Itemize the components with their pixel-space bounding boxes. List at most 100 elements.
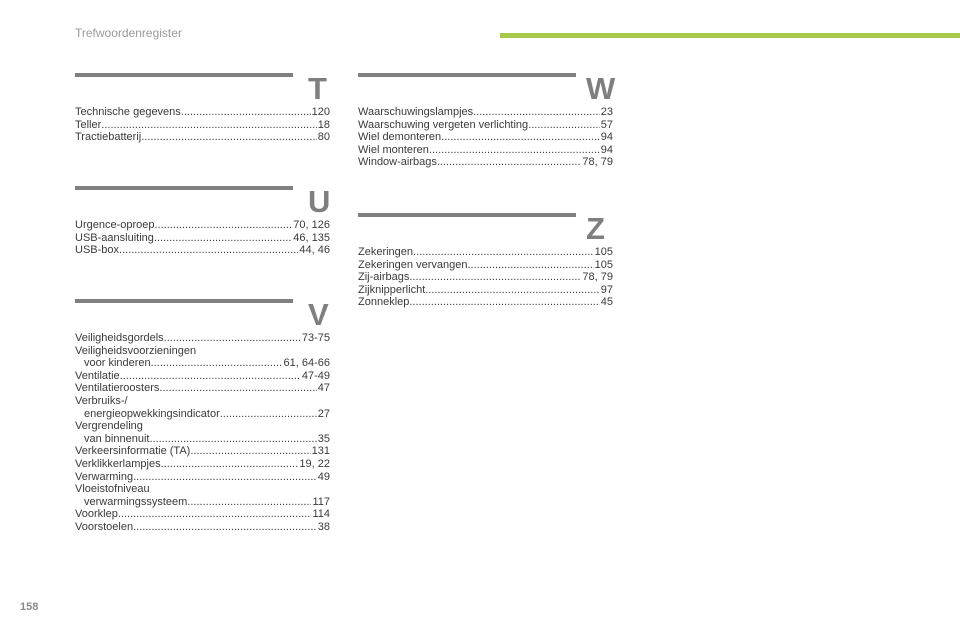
index-entry-term: Veiligheidsvoorzieningen: [75, 345, 330, 358]
entry-term: Waarschuwing vergeten verlichting: [358, 118, 529, 131]
entry-term: Veiligheidsvoorzieningen: [75, 344, 197, 357]
index-entry: Veiligheidsgordels 73-75: [75, 332, 330, 345]
entry-term: Verbruiks-/: [75, 394, 128, 407]
section-divider: [75, 186, 293, 190]
section-letter: T: [308, 71, 327, 106]
index-entry: energieopwekkingsindicator 27: [75, 408, 330, 421]
section-letter: V: [308, 297, 329, 332]
entry-pages: 27: [317, 407, 330, 420]
entry-pages: 120: [311, 106, 330, 118]
entry-term: Tractiebatterij: [75, 131, 142, 144]
index-entry: Zijknipperlicht 97: [358, 284, 613, 297]
index-list: Technische gegevens 120Teller18Tractiebat…: [75, 106, 330, 144]
index-entry: USB-box 44, 46: [75, 244, 330, 257]
index-entry: Teller 18: [75, 119, 330, 132]
leader-dots: [133, 471, 317, 484]
entry-pages: 131: [311, 445, 330, 458]
index-list: Veiligheidsgordels 73-75 Veiligheidsvoorzi…: [75, 332, 330, 534]
index-entry-term: Verbruiks-/: [75, 395, 330, 408]
leader-dots: [151, 357, 283, 370]
leader-dots: [101, 119, 316, 132]
leader-dots: [120, 370, 301, 383]
entry-pages: 49: [317, 470, 330, 483]
section-divider: [358, 213, 576, 217]
leader-dots: [159, 382, 316, 395]
leader-dots: [467, 259, 593, 272]
entry-pages: 117: [312, 495, 330, 508]
index-entry-term: Vloeistofniveau: [75, 483, 330, 496]
header-accent-bar: [500, 33, 960, 38]
entry-pages: 57: [600, 118, 613, 131]
entry-pages: 45: [600, 296, 613, 309]
entry-term: Vergrendeling: [75, 420, 143, 433]
entry-term: Zonneklep: [358, 296, 410, 309]
leader-dots: [425, 284, 600, 297]
entry-pages: 47-49: [301, 369, 330, 382]
index-entry: Voorklep 114: [75, 508, 330, 521]
entry-term: Verkeersinformatie (TA): [75, 445, 191, 458]
entry-pages: 38: [317, 520, 330, 533]
index-entry: Wiel demonteren 94: [358, 131, 613, 144]
entry-term: Urgence-oproep: [75, 219, 155, 231]
section-letter: U: [308, 184, 331, 219]
index-entry: Zonneklep 45: [358, 296, 613, 309]
leader-dots: [220, 408, 317, 421]
entry-pages: 19, 22: [299, 457, 330, 470]
entry-term: Verwarming: [75, 470, 134, 483]
index-entry: verwarmingssysteem. 117: [75, 496, 330, 509]
entry-term: Zekeringen: [358, 246, 414, 258]
index-entry: Voorstoelen 38: [75, 521, 330, 534]
leader-dots: [161, 458, 299, 471]
index-entry: Wiel monteren 94: [358, 144, 613, 157]
index-entry-term: Vergrendeling: [75, 420, 330, 433]
section-letter: W: [586, 71, 616, 106]
section-letter: Z: [586, 211, 605, 246]
entry-pages: 80: [317, 131, 330, 144]
entry-subterm: van binnenuit: [84, 432, 150, 445]
index-list: Waarschuwingslampjes23Waarschuwing verge…: [358, 106, 613, 169]
leader-dots: [473, 106, 600, 119]
entry-pages: 105: [594, 258, 613, 271]
entry-term: Waarschuwingslampjes: [358, 106, 474, 118]
entry-pages: 61, 64-66: [283, 357, 330, 370]
entry-pages: 47: [317, 382, 330, 395]
leader-dots: [413, 246, 594, 259]
entry-pages: 105: [594, 246, 613, 258]
entry-term: Wiel monteren: [358, 143, 429, 156]
index-entry: Tractiebatterij 80: [75, 131, 330, 144]
index-entry: USB-aansluiting 46, 135: [75, 232, 330, 245]
section-divider: [358, 73, 576, 77]
entry-subterm: voor kinderen: [84, 357, 151, 370]
entry-pages: 114: [312, 508, 330, 521]
entry-pages: 70, 126: [293, 219, 330, 231]
entry-term: Verklikkerlampjes: [75, 457, 161, 470]
index-entry: Verwarming 49: [75, 471, 330, 484]
index-entry: van binnenuit 35: [75, 433, 330, 446]
entry-pages: 97: [600, 283, 613, 296]
leader-dots: [133, 521, 317, 534]
entry-term: Technische gegevens: [75, 106, 181, 118]
leader-dots: [181, 106, 311, 119]
index-entry: Waarschuwing vergeten verlichting 57: [358, 119, 613, 132]
index-list: Urgence-oproep 70, 126 USB-aansluiting 46, …: [75, 219, 330, 257]
entry-term: USB-aansluiting: [75, 231, 154, 244]
leader-dots: [155, 219, 293, 232]
entry-pages: 23: [600, 106, 613, 118]
entry-term: Voorstoelen: [75, 520, 134, 533]
leader-dots: [154, 232, 292, 245]
index-entry: Zij-airbags 78, 79: [358, 271, 613, 284]
leader-dots: [149, 433, 316, 446]
leader-dots: [429, 144, 600, 157]
entry-term: Wiel demonteren: [358, 131, 442, 144]
leader-dots: [190, 445, 310, 458]
leader-dots: [141, 131, 317, 144]
section-divider: [75, 73, 293, 77]
entry-subterm: energieopwekkingsindicator: [84, 407, 220, 420]
index-entry: Verklikkerlampjes 19, 22: [75, 458, 330, 471]
entry-pages: 94: [600, 143, 613, 156]
entry-pages: 44, 46: [299, 244, 330, 257]
index-entry: Ventilatie 47-49: [75, 370, 330, 383]
entry-pages: 94: [600, 131, 613, 144]
entry-pages: 18: [317, 118, 330, 131]
entry-pages: 46, 135: [293, 231, 330, 244]
